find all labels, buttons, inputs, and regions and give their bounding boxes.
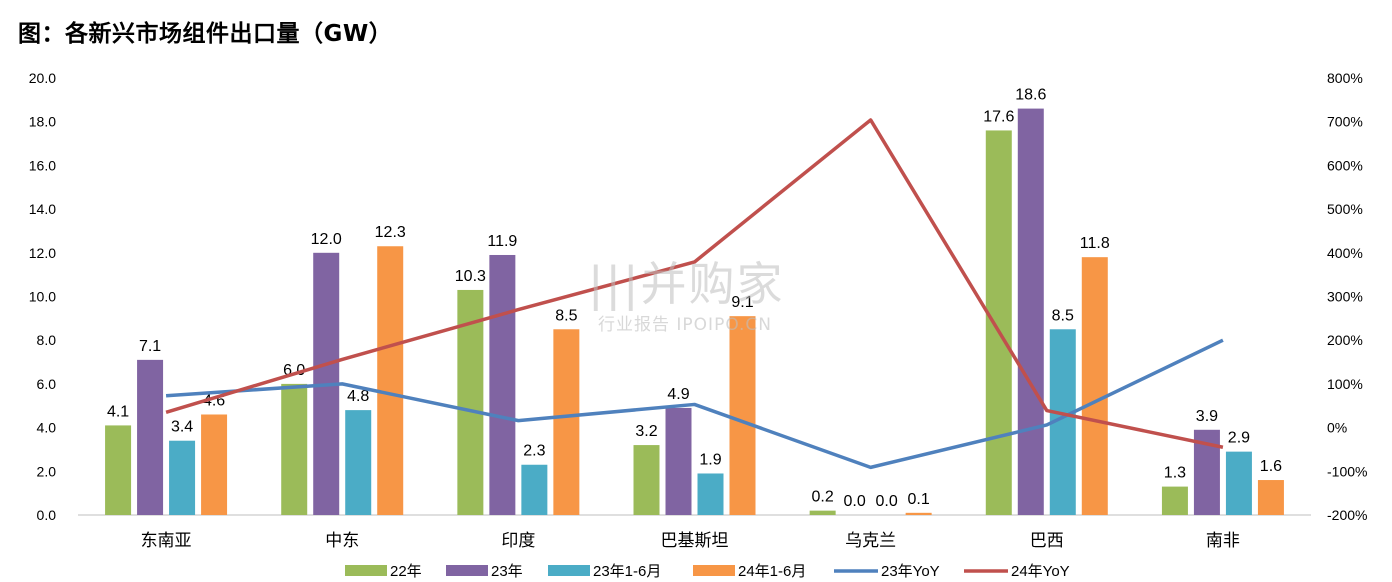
bar: [345, 410, 372, 515]
x-tick-label: 巴基斯坦: [661, 531, 729, 550]
legend-label: 22年: [390, 563, 422, 580]
legend-label: 23年1-6月: [593, 563, 661, 580]
legend-swatch: [693, 565, 735, 576]
y-right-tick-label: -100%: [1327, 463, 1367, 479]
bar-data-label: 7.1: [139, 338, 161, 355]
y-right-tick-label: 700%: [1327, 114, 1363, 130]
legend-label: 23年: [491, 563, 523, 580]
chart-title: 图：各新兴市场组件出口量（GW）: [18, 21, 393, 47]
bar-data-label: 12.0: [311, 231, 342, 248]
y-left-tick-label: 16.0: [29, 157, 56, 173]
bar: [665, 407, 692, 515]
y-right-tick-label: -200%: [1327, 507, 1367, 523]
y-right-tick-label: 200%: [1327, 332, 1363, 348]
x-tick-label: 乌克兰: [845, 531, 896, 550]
watermark-subtitle: 行业报告 IPOIPO.CN: [598, 315, 772, 335]
bar: [1161, 486, 1188, 515]
bar: [377, 246, 404, 515]
x-tick-label: 中东: [325, 531, 359, 550]
y-left-tick-label: 2.0: [37, 463, 57, 479]
y-left-tick-label: 4.0: [37, 420, 57, 436]
y-left-tick-label: 6.0: [37, 376, 57, 392]
bar: [489, 254, 516, 516]
bar: [633, 445, 660, 515]
series-line: [165, 338, 1224, 470]
bar-data-label: 11.8: [1080, 235, 1110, 252]
bar: [521, 464, 548, 515]
y-left-tick-label: 18.0: [29, 114, 56, 130]
bar-data-label: 8.5: [1052, 307, 1074, 324]
bar-data-label: 4.1: [107, 403, 129, 420]
y-right-tick-label: 800%: [1327, 70, 1363, 86]
bar-data-label: 3.9: [1196, 408, 1218, 425]
bar: [985, 130, 1012, 515]
x-tick-label: 印度: [501, 531, 535, 550]
bar-data-label: 17.6: [983, 108, 1014, 125]
bar: [281, 383, 308, 515]
bar: [729, 316, 756, 515]
bar-data-label: 8.5: [555, 307, 577, 324]
bar-data-label: 2.9: [1228, 430, 1250, 447]
y-right-tick-label: 100%: [1327, 376, 1363, 392]
bar: [809, 510, 836, 515]
bar: [697, 473, 724, 515]
legend-label: 24年YoY: [1011, 563, 1070, 580]
bar: [905, 512, 932, 515]
watermark-brand: |||并购家: [588, 257, 785, 311]
x-tick-label: 东南亚: [141, 531, 192, 550]
bar-data-label: 12.3: [375, 224, 406, 241]
x-tick-label: 南非: [1206, 531, 1240, 550]
bar: [1017, 108, 1044, 515]
bar-data-label: 2.3: [523, 443, 545, 460]
y-right-tick-label: 400%: [1327, 245, 1363, 261]
y-left-tick-label: 8.0: [37, 332, 57, 348]
bar: [1257, 480, 1284, 515]
y-left-tick-label: 12.0: [29, 245, 56, 261]
y-left-tick-label: 10.0: [29, 289, 56, 305]
bar-data-label: 0.0: [876, 493, 898, 510]
y-left-tick-label: 20.0: [29, 70, 56, 86]
bar-data-label: 1.3: [1164, 465, 1186, 482]
bar: [137, 359, 164, 515]
y-right-tick-label: 0%: [1327, 420, 1347, 436]
bar: [1225, 451, 1252, 515]
y-left-tick-label: 0.0: [37, 507, 57, 523]
series-line: [165, 118, 1224, 449]
bar-data-label: 4.8: [347, 388, 369, 405]
bar-data-label: 1.6: [1260, 458, 1282, 475]
legend-swatch: [345, 565, 387, 576]
bar: [1081, 257, 1108, 515]
y-right-tick-label: 500%: [1327, 201, 1363, 217]
bar-data-label: 9.1: [731, 294, 753, 311]
y-right-tick-label: 600%: [1327, 157, 1363, 173]
bar-data-label: 3.4: [171, 419, 193, 436]
y-left-tick-label: 14.0: [29, 201, 56, 217]
bar-data-label: 4.9: [667, 386, 689, 403]
y-right-tick-label: 300%: [1327, 289, 1363, 305]
bar-data-label: 0.1: [908, 491, 930, 508]
legend-swatch: [446, 565, 488, 576]
bar-data-label: 10.3: [455, 268, 486, 285]
bar-data-label: 1.9: [699, 451, 721, 468]
bar-data-label: 18.6: [1015, 87, 1046, 104]
bar: [201, 414, 228, 515]
legend-label: 23年YoY: [881, 563, 940, 580]
bar: [169, 440, 196, 515]
bar-data-label: 3.2: [635, 423, 657, 440]
bar-data-label: 0.0: [844, 493, 866, 510]
bar: [105, 425, 132, 515]
legend-swatch: [548, 565, 590, 576]
x-tick-label: 巴西: [1030, 531, 1064, 550]
bar-data-label: 11.9: [487, 233, 517, 250]
bar-data-label: 0.2: [812, 489, 834, 506]
bar: [553, 329, 580, 515]
legend-label: 24年1-6月: [738, 563, 806, 580]
